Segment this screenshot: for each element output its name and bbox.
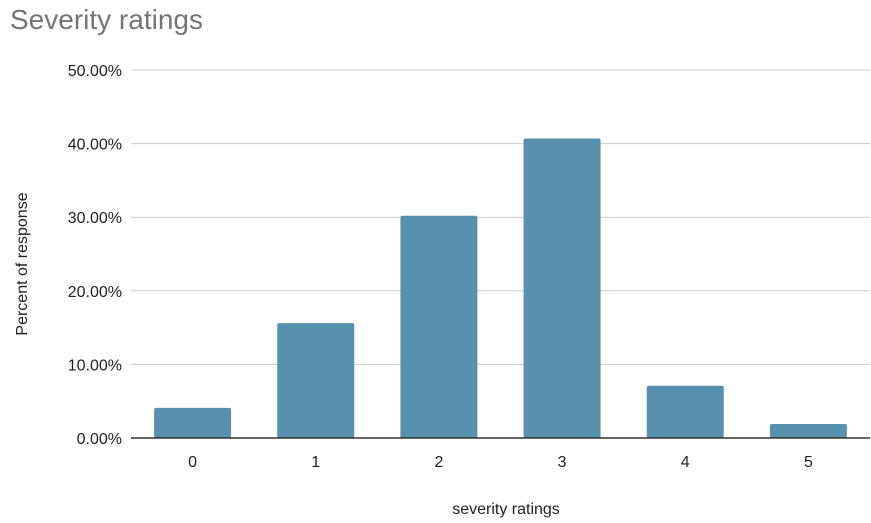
y-tick-label: 30.00% <box>68 210 122 227</box>
bars <box>154 138 847 438</box>
y-tick-label: 20.00% <box>68 284 122 301</box>
bar-2 <box>400 215 478 438</box>
y-axis-title: Percent of response <box>14 192 31 335</box>
bar-4 <box>646 385 724 438</box>
bar-5 <box>769 424 847 438</box>
bar-1 <box>277 323 355 438</box>
x-tick-labels: 0 1 2 3 4 5 <box>188 454 813 471</box>
x-tick-label: 2 <box>434 454 443 471</box>
y-tick-label: 0.00% <box>77 431 122 448</box>
bar-0 <box>154 407 232 438</box>
x-tick-label: 5 <box>804 454 813 471</box>
x-tick-label: 1 <box>311 454 320 471</box>
y-tick-label: 10.00% <box>68 357 122 374</box>
chart-title: Severity ratings <box>10 4 203 35</box>
bar-3 <box>523 138 601 438</box>
y-tick-label: 40.00% <box>68 137 122 154</box>
x-tick-label: 0 <box>188 454 197 471</box>
x-axis-title: severity ratings <box>452 501 560 518</box>
y-tick-label: 50.00% <box>68 63 122 80</box>
x-tick-label: 4 <box>681 454 690 471</box>
y-tick-labels: 0.00% 10.00% 20.00% 30.00% 40.00% 50.00% <box>68 63 122 448</box>
gridlines <box>131 69 870 365</box>
x-tick-label: 3 <box>558 454 567 471</box>
